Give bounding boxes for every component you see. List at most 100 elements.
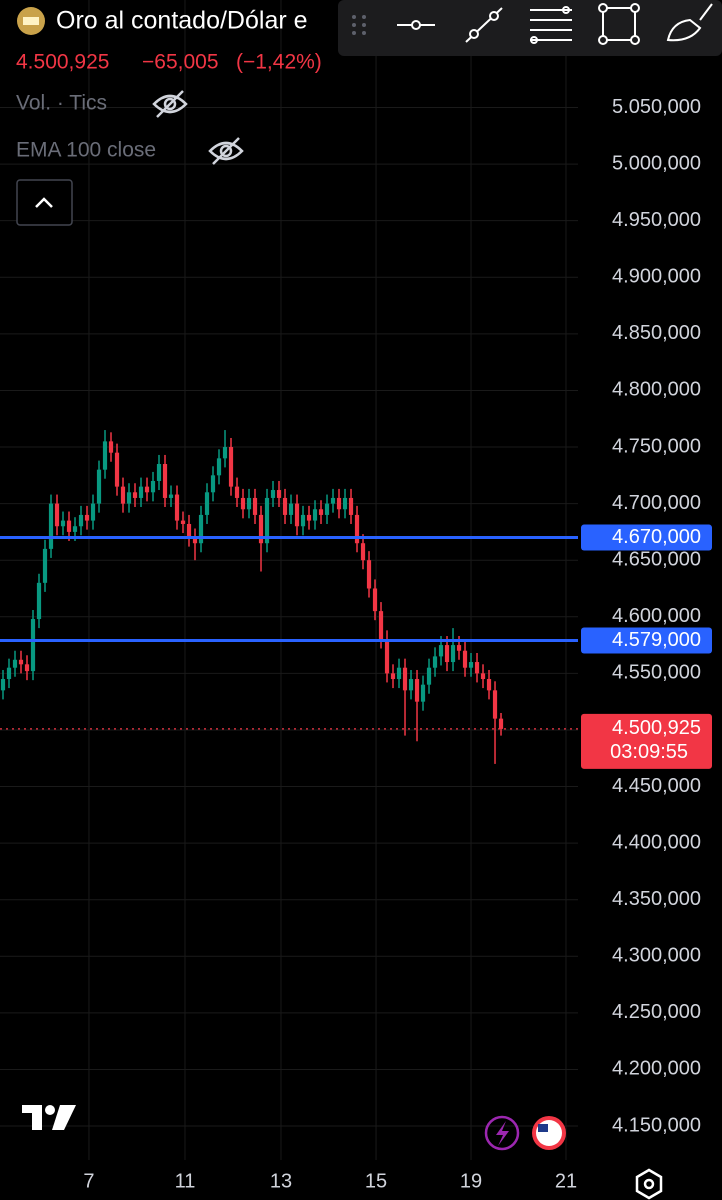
candle-body: [264, 497, 270, 544]
hide-icon[interactable]: [208, 137, 244, 165]
price: 4.500,925: [16, 51, 109, 74]
rectangle-tool[interactable]: [598, 3, 640, 45]
alert-button[interactable]: [484, 1115, 520, 1151]
candle-body: [420, 684, 426, 702]
candle-body: [354, 514, 360, 544]
collapse-button[interactable]: [16, 179, 73, 226]
y-tick-label: 4.900,000: [612, 266, 701, 288]
candle-body: [120, 486, 126, 504]
candle-body: [114, 452, 120, 487]
y-tick-label: 4.800,000: [612, 379, 701, 401]
candle-body: [162, 464, 168, 498]
candle-body: [54, 503, 60, 527]
x-tick-label: 19: [460, 1170, 482, 1192]
candle-body: [138, 486, 144, 498]
y-tick-label: 4.200,000: [612, 1058, 701, 1080]
candle-body: [96, 469, 102, 504]
candle-body: [198, 514, 204, 544]
change: −65,005: [142, 51, 219, 74]
candle-body: [102, 441, 108, 470]
y-tick-label: 4.750,000: [612, 435, 701, 457]
y-tick-label: 5.000,000: [612, 152, 701, 174]
price-marker-label: 4.579,000: [612, 629, 701, 651]
candle-body: [144, 486, 150, 493]
candle-body: [390, 673, 396, 680]
drag-handle[interactable]: [352, 15, 366, 35]
candle-body: [276, 490, 282, 498]
flag-icon: [536, 1120, 562, 1146]
candle-body: [0, 679, 6, 691]
drawing-toolbar: [338, 0, 722, 56]
countdown-label: 03:09:55: [610, 741, 688, 763]
candle-body: [438, 645, 444, 657]
y-tick-label: 4.950,000: [612, 209, 701, 231]
candle-body: [318, 509, 324, 515]
y-tick-label: 5.050,000: [612, 96, 701, 118]
price-marker: [581, 627, 712, 654]
flag-canton: [538, 1124, 548, 1132]
settings-button[interactable]: [635, 1168, 663, 1200]
candle-body: [456, 645, 462, 651]
candle-body: [498, 718, 504, 729]
brush-tool[interactable]: [666, 3, 713, 42]
price-marker-label: 4.670,000: [612, 526, 701, 548]
candle-body: [342, 497, 348, 510]
hline-tool[interactable]: [397, 20, 435, 30]
tradingview-logo: [22, 1105, 76, 1130]
candle-body: [12, 659, 18, 668]
candle-body: [36, 582, 42, 620]
candle-body: [432, 656, 438, 668]
candle-body: [258, 514, 264, 544]
candle-body: [366, 560, 372, 589]
candle-body: [252, 497, 258, 515]
candle-body: [60, 520, 66, 527]
indicator-ema[interactable]: EMA 100 close: [16, 139, 156, 162]
candle-body: [66, 520, 72, 532]
candle-body: [150, 480, 156, 493]
candle-body: [18, 659, 24, 665]
y-tick-label: 4.700,000: [612, 492, 701, 514]
y-tick-label: 4.850,000: [612, 322, 701, 344]
candle-body: [408, 679, 414, 691]
x-tick-label: 21: [555, 1170, 577, 1192]
candle-body: [72, 526, 78, 532]
symbol-title[interactable]: Oro al contado/Dólar e: [56, 7, 308, 35]
candle-body: [108, 441, 114, 453]
candle-body: [468, 662, 474, 668]
candle-body: [324, 503, 330, 515]
candle-body: [450, 645, 456, 663]
candle-body: [306, 514, 312, 521]
candle-body: [282, 497, 288, 515]
last-price-label: 4.500,925: [612, 717, 701, 739]
candle-body: [126, 492, 132, 504]
candle-body: [42, 548, 48, 583]
fib-tool[interactable]: [530, 6, 572, 44]
candle-body: [444, 645, 450, 663]
candle-body: [330, 497, 336, 504]
candle-body: [270, 490, 276, 498]
bolt-icon: [496, 1121, 509, 1146]
indicator-volume[interactable]: Vol. · Tics: [16, 92, 107, 115]
candle-body: [156, 464, 162, 481]
candle-body: [48, 503, 54, 549]
candle-body: [192, 537, 198, 544]
x-tick-label: 13: [270, 1170, 292, 1192]
y-tick-label: 4.350,000: [612, 888, 701, 910]
candle-body: [396, 667, 402, 680]
y-tick-label: 4.450,000: [612, 775, 701, 797]
trendline-tool[interactable]: [465, 7, 503, 43]
candle-body: [372, 588, 378, 612]
candle-body: [300, 514, 306, 527]
y-tick-label: 4.550,000: [612, 662, 701, 684]
candle-body: [426, 667, 432, 685]
change-pct: (−1,42%): [236, 51, 322, 74]
candle-body: [462, 650, 468, 668]
y-tick-label: 4.400,000: [612, 831, 701, 853]
x-tick-label: 7: [83, 1170, 94, 1192]
plot: 4.150,000 4.200,000 4.250,000 4.300,000 4.35…: [0, 0, 712, 1192]
candle-body: [378, 611, 384, 640]
candle-body: [24, 664, 30, 672]
candle-body: [480, 673, 486, 680]
hide-icon[interactable]: [152, 90, 188, 118]
candle-body: [402, 667, 408, 691]
